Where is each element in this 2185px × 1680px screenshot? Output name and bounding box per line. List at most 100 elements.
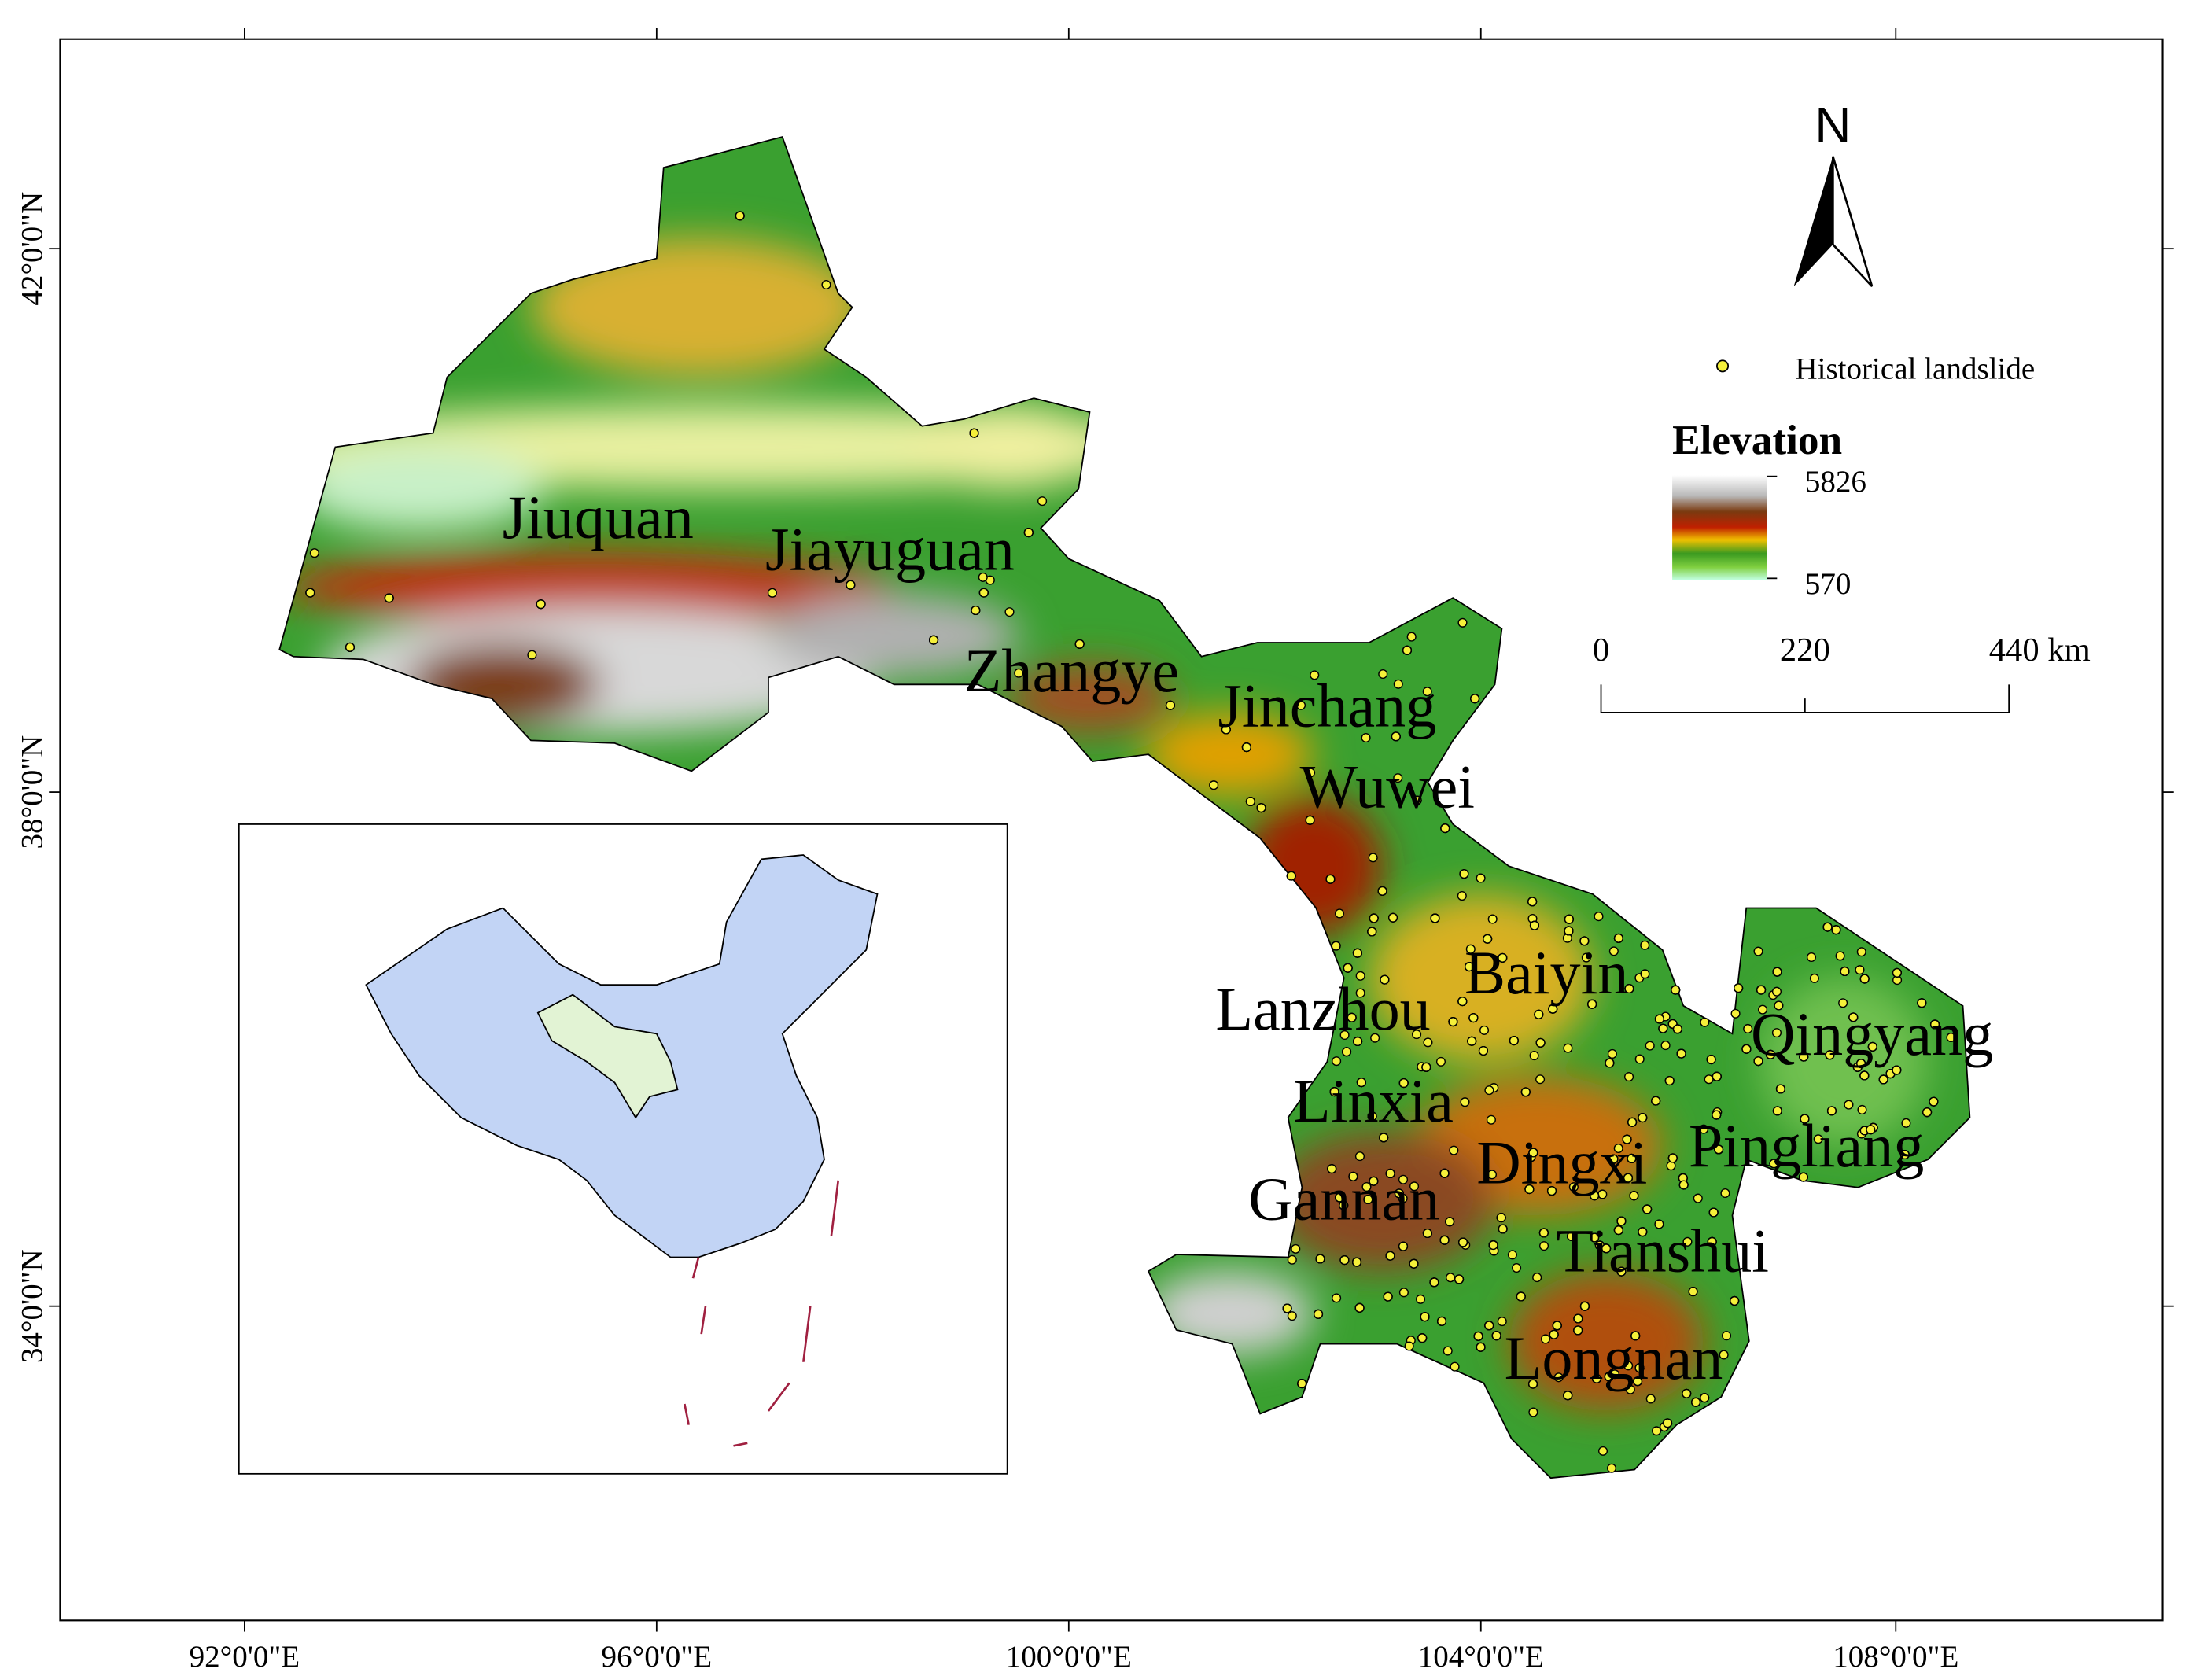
- landslide-point: [1282, 1303, 1292, 1313]
- landslide-point: [1476, 1342, 1486, 1352]
- landslide-point: [1743, 1023, 1753, 1033]
- landslide-point: [1306, 768, 1316, 778]
- landslide-point: [1866, 1125, 1876, 1135]
- landslide-point: [1538, 1228, 1549, 1238]
- landslide-point: [1422, 687, 1432, 697]
- legend-title: Elevation: [1672, 417, 1842, 463]
- city-label: Qingyang: [1751, 1000, 1993, 1068]
- landslide-point: [1604, 1372, 1614, 1382]
- landslide-point: [1856, 1059, 1866, 1069]
- landslide-point: [1305, 815, 1315, 825]
- landslide-point: [1590, 1232, 1600, 1243]
- landslide-point: [1429, 1277, 1439, 1288]
- landslide-point: [1377, 886, 1387, 896]
- landslide-point: [1757, 1004, 1768, 1015]
- landslide-point: [1771, 1028, 1782, 1038]
- landslide-point: [1343, 963, 1353, 973]
- landslide-point: [1645, 1394, 1656, 1404]
- landslide-point: [978, 588, 989, 598]
- landslide-point: [1361, 732, 1371, 743]
- landslide-point: [1840, 966, 1850, 976]
- landslide-point: [1706, 1054, 1716, 1065]
- landslide-point: [1901, 1118, 1911, 1128]
- landslide-point: [1678, 1180, 1689, 1190]
- landslide-point: [1352, 948, 1362, 958]
- landslide-point: [1440, 823, 1450, 834]
- landslide-point: [1435, 1056, 1446, 1067]
- landslide-point: [1313, 1309, 1324, 1319]
- landslide-point: [1394, 1188, 1404, 1199]
- landslide-point: [1640, 969, 1650, 979]
- landslide-point: [1567, 1231, 1577, 1241]
- landslide-point: [1691, 1397, 1701, 1407]
- landslide-point: [1634, 1054, 1645, 1064]
- scale-label: 220: [1780, 632, 1830, 669]
- landslide-point: [1772, 1106, 1782, 1116]
- landslide-point: [1014, 668, 1024, 678]
- inset-nine-dash: [684, 1180, 840, 1447]
- landslide-point: [305, 588, 315, 598]
- landslide-point: [1613, 1143, 1623, 1154]
- landslide-point: [1367, 927, 1377, 937]
- landslide-point: [1398, 1288, 1409, 1298]
- landslide-point: [1315, 1254, 1325, 1264]
- landslide-point: [1867, 1041, 1877, 1052]
- landslide-point: [1165, 700, 1175, 710]
- landslide-point: [1590, 1191, 1600, 1201]
- landslide-point: [1613, 1225, 1623, 1236]
- landslide-point: [1616, 1266, 1627, 1277]
- landslide-point: [1730, 1295, 1740, 1306]
- landslide-point: [1459, 869, 1469, 879]
- landslide-point: [1813, 1134, 1823, 1144]
- landslide-point: [1627, 1117, 1638, 1127]
- landslide-point: [1520, 1087, 1531, 1097]
- map-frame: [59, 38, 2164, 1622]
- landslide-point: [1568, 1182, 1579, 1192]
- landslide-point: [1369, 1176, 1379, 1186]
- landslide-point: [1393, 773, 1403, 783]
- landslide-point: [1385, 1168, 1395, 1179]
- landslide-point: [1393, 679, 1403, 689]
- landslide-point: [1361, 1181, 1372, 1192]
- landslide-point: [1664, 1075, 1675, 1086]
- landslide-point: [1606, 1463, 1617, 1473]
- landslide-point: [1491, 1331, 1501, 1341]
- landslide-point: [1616, 1216, 1627, 1226]
- elevation-min: 570: [1805, 567, 1852, 601]
- landslide-point: [1660, 1041, 1671, 1051]
- landslide-point: [1509, 1036, 1519, 1046]
- landslide-point: [1607, 1048, 1617, 1059]
- landslide-point: [1457, 1237, 1468, 1247]
- landslide-point: [1465, 944, 1476, 954]
- landslide-point: [1682, 1388, 1692, 1398]
- landslide-point: [1774, 1000, 1784, 1011]
- city-label: Baiyin: [1465, 938, 1628, 1007]
- landslide-point: [1623, 1361, 1634, 1371]
- landslide-point: [978, 572, 988, 582]
- landslide-point: [1479, 1025, 1490, 1035]
- landslide-point: [1448, 1017, 1458, 1027]
- north-arrow: [1793, 156, 1833, 287]
- landslide-point: [1859, 1070, 1870, 1081]
- landslide-point: [1398, 1078, 1409, 1089]
- city-label: Wuwei: [1300, 753, 1476, 821]
- x-tick-label: 92°0'0"E: [190, 1640, 300, 1674]
- landslide-point: [1645, 1041, 1655, 1051]
- landslide-point: [345, 642, 356, 652]
- landslide-point: [929, 635, 939, 645]
- landslide-point: [1627, 1153, 1637, 1164]
- landslide-point: [1457, 997, 1468, 1007]
- landslide-point: [1457, 617, 1468, 628]
- city-label: Pingliang: [1689, 1111, 1925, 1180]
- landslide-point: [1809, 973, 1819, 983]
- landslide-point: [1573, 1313, 1583, 1324]
- landslide-point: [1498, 1224, 1508, 1234]
- landslide-point: [1417, 1333, 1428, 1343]
- landslide-point: [1507, 1250, 1517, 1260]
- landslide-point: [1476, 873, 1486, 883]
- landslide-point: [1753, 1056, 1763, 1067]
- landslide-point: [1734, 983, 1744, 993]
- north-label: N: [1815, 97, 1851, 153]
- landslide-point: [1004, 607, 1015, 617]
- landslide-point: [1535, 1037, 1546, 1048]
